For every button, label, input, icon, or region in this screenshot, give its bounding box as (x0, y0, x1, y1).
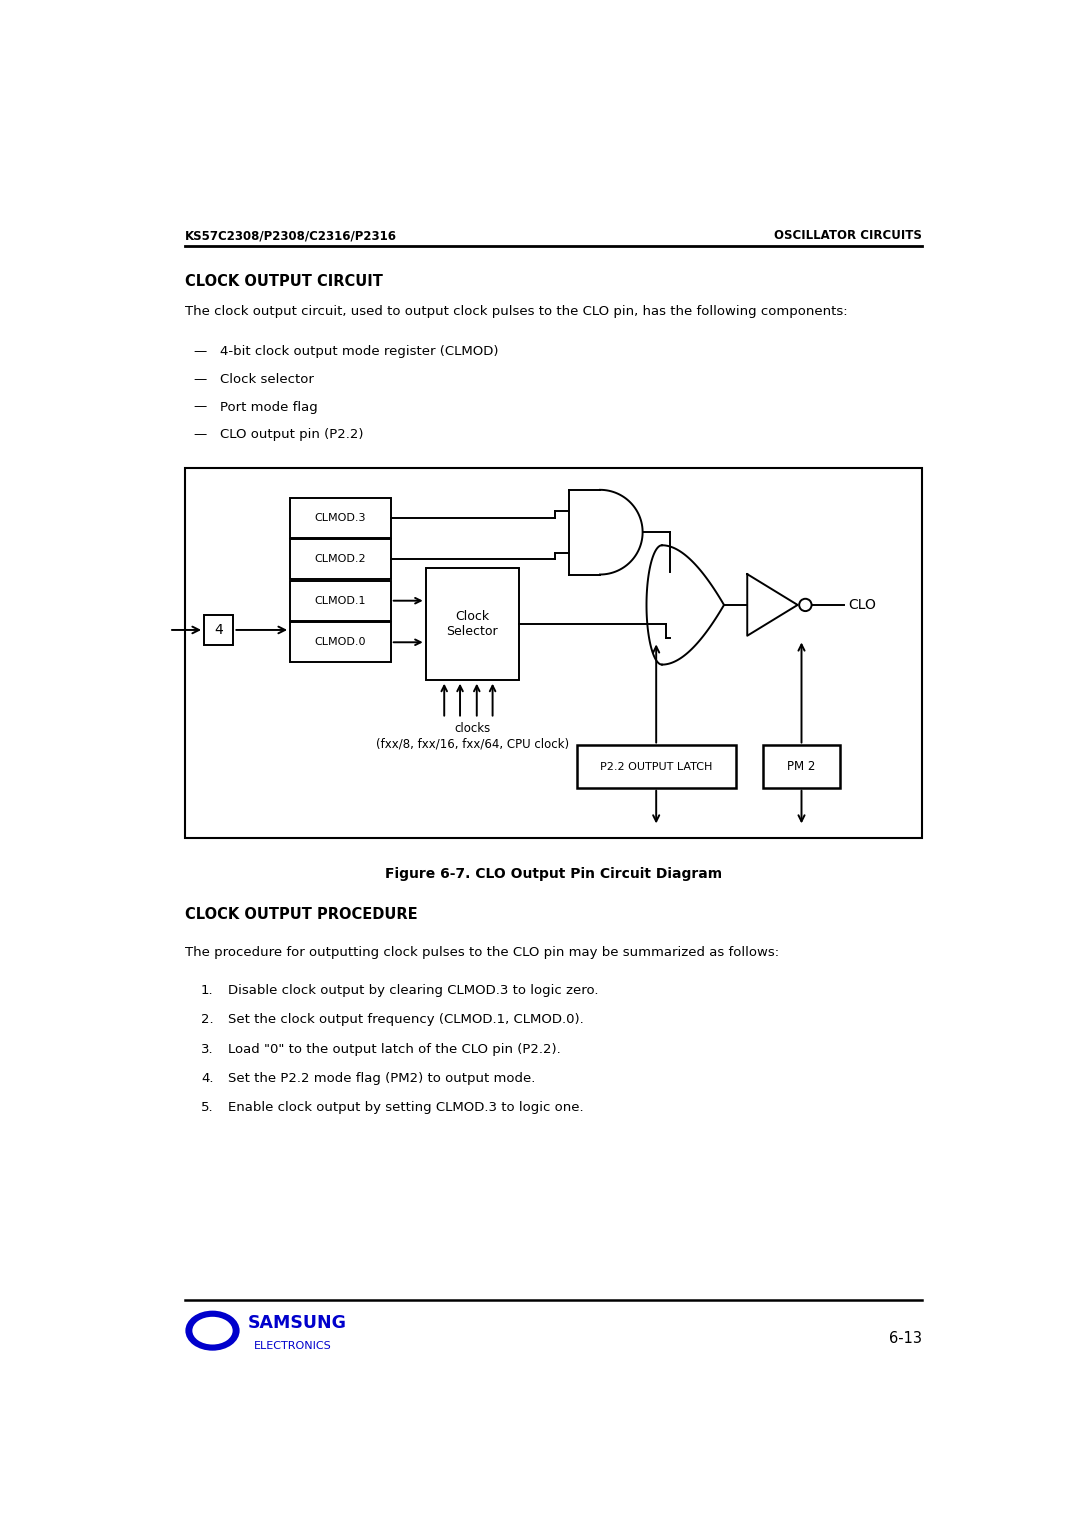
Text: CLMOD.3: CLMOD.3 (314, 512, 366, 523)
Text: clocks
(fxx/8, fxx/16, fxx/64, CPU clock): clocks (fxx/8, fxx/16, fxx/64, CPU clock… (376, 723, 569, 750)
Text: CLMOD.1: CLMOD.1 (314, 596, 366, 605)
Text: 3.: 3. (201, 1042, 214, 1056)
Text: Enable clock output by setting CLMOD.3 to logic one.: Enable clock output by setting CLMOD.3 t… (228, 1102, 583, 1114)
Text: Load "0" to the output latch of the CLO pin (P2.2).: Load "0" to the output latch of the CLO … (228, 1042, 561, 1056)
Text: Port mode flag: Port mode flag (220, 400, 318, 414)
Bar (204, 616, 233, 645)
Ellipse shape (186, 1311, 240, 1351)
Text: CLO: CLO (848, 597, 876, 611)
Text: The procedure for outputting clock pulses to the CLO pin may be summarized as fo: The procedure for outputting clock pulse… (186, 946, 780, 958)
Text: Clock selector: Clock selector (220, 373, 314, 385)
Text: —: — (193, 373, 206, 385)
Text: Disable clock output by clearing CLMOD.3 to logic zero.: Disable clock output by clearing CLMOD.3… (228, 984, 598, 998)
Text: 1.: 1. (201, 984, 214, 998)
Text: OSCILLATOR CIRCUITS: OSCILLATOR CIRCUITS (773, 229, 921, 243)
Text: Figure 6-7. CLO Output Pin Circuit Diagram: Figure 6-7. CLO Output Pin Circuit Diagr… (384, 866, 723, 882)
Bar (291, 539, 391, 579)
Bar (577, 746, 735, 788)
Text: ELECTRONICS: ELECTRONICS (254, 1342, 332, 1351)
Text: KS57C2308/P2308/C2316/P2316: KS57C2308/P2308/C2316/P2316 (186, 229, 397, 243)
Text: CLMOD.2: CLMOD.2 (314, 555, 366, 564)
Text: 2.: 2. (201, 1013, 214, 1027)
Text: Set the clock output frequency (CLMOD.1, CLMOD.0).: Set the clock output frequency (CLMOD.1,… (228, 1013, 584, 1027)
Text: —: — (193, 345, 206, 358)
Text: 4.: 4. (201, 1073, 214, 1085)
Bar (291, 622, 391, 662)
Circle shape (799, 599, 811, 611)
Text: The clock output circuit, used to output clock pulses to the CLO pin, has the fo: The clock output circuit, used to output… (186, 306, 848, 318)
Text: Clock
Selector: Clock Selector (446, 610, 498, 639)
Text: —: — (193, 400, 206, 414)
Text: —: — (193, 428, 206, 442)
Bar (426, 568, 518, 680)
Bar (291, 581, 391, 620)
Text: 4: 4 (214, 623, 224, 637)
Bar (762, 746, 840, 788)
Text: Set the P2.2 mode flag (PM2) to output mode.: Set the P2.2 mode flag (PM2) to output m… (228, 1073, 536, 1085)
Text: 4-bit clock output mode register (CLMOD): 4-bit clock output mode register (CLMOD) (220, 345, 499, 358)
Text: CLMOD.0: CLMOD.0 (314, 637, 366, 648)
Text: PM 2: PM 2 (787, 759, 815, 773)
Text: CLOCK OUTPUT CIRCUIT: CLOCK OUTPUT CIRCUIT (186, 274, 383, 289)
Text: 6-13: 6-13 (889, 1331, 921, 1346)
Text: 5.: 5. (201, 1102, 214, 1114)
Text: P2.2 OUTPUT LATCH: P2.2 OUTPUT LATCH (600, 761, 713, 772)
Text: CLO output pin (P2.2): CLO output pin (P2.2) (220, 428, 364, 442)
Bar (186, 468, 921, 837)
Ellipse shape (192, 1317, 232, 1345)
Bar (291, 498, 391, 538)
Text: SAMSUNG: SAMSUNG (247, 1314, 347, 1332)
Text: CLOCK OUTPUT PROCEDURE: CLOCK OUTPUT PROCEDURE (186, 908, 418, 923)
